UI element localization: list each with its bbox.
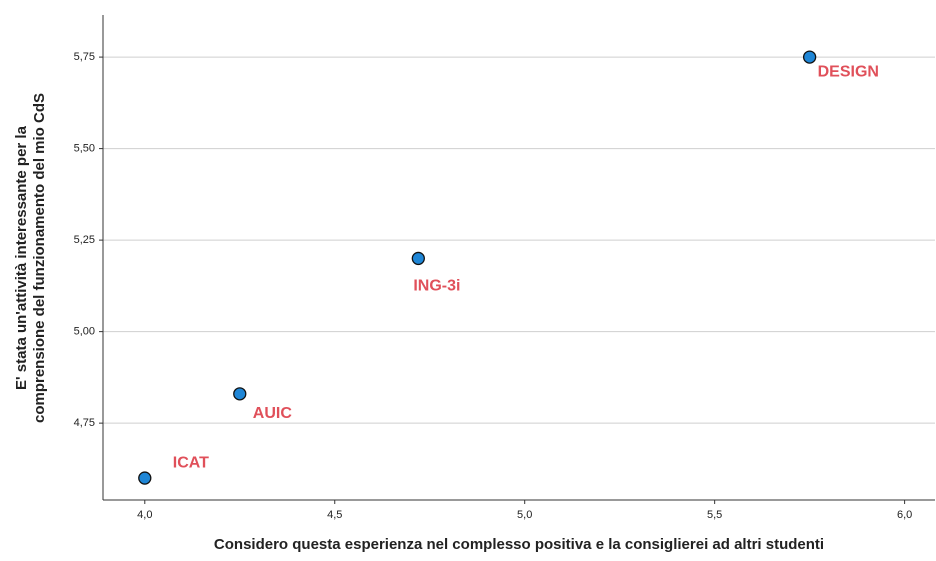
x-axis-title: Considero questa esperienza nel compless… — [214, 536, 824, 553]
x-tick-label: 6,0 — [897, 509, 912, 521]
y-tick-label: 5,25 — [74, 234, 95, 246]
y-tick-label: 5,50 — [74, 143, 95, 155]
y-axis-title: E' stata un'attività interessante per la — [13, 125, 30, 390]
point-label: ICAT — [173, 454, 209, 471]
y-tick-label: 5,75 — [74, 51, 95, 63]
x-tick-label: 5,0 — [517, 509, 532, 521]
y-axis-title: comprensione del funzionamento del mio C… — [31, 93, 48, 423]
point-label: ING-3i — [413, 278, 460, 295]
point-label: AUIC — [253, 405, 293, 422]
point — [802, 50, 817, 64]
point-label: DESIGN — [818, 63, 879, 80]
y-tick-label: 4,75 — [74, 417, 95, 429]
point — [233, 387, 247, 401]
x-tick-label: 5,5 — [707, 509, 722, 521]
point — [411, 251, 425, 266]
x-tick-label: 4,0 — [137, 509, 152, 521]
y-tick-label: 5,00 — [74, 326, 95, 338]
x-tick-label: 4,5 — [327, 509, 342, 521]
point — [138, 471, 152, 485]
